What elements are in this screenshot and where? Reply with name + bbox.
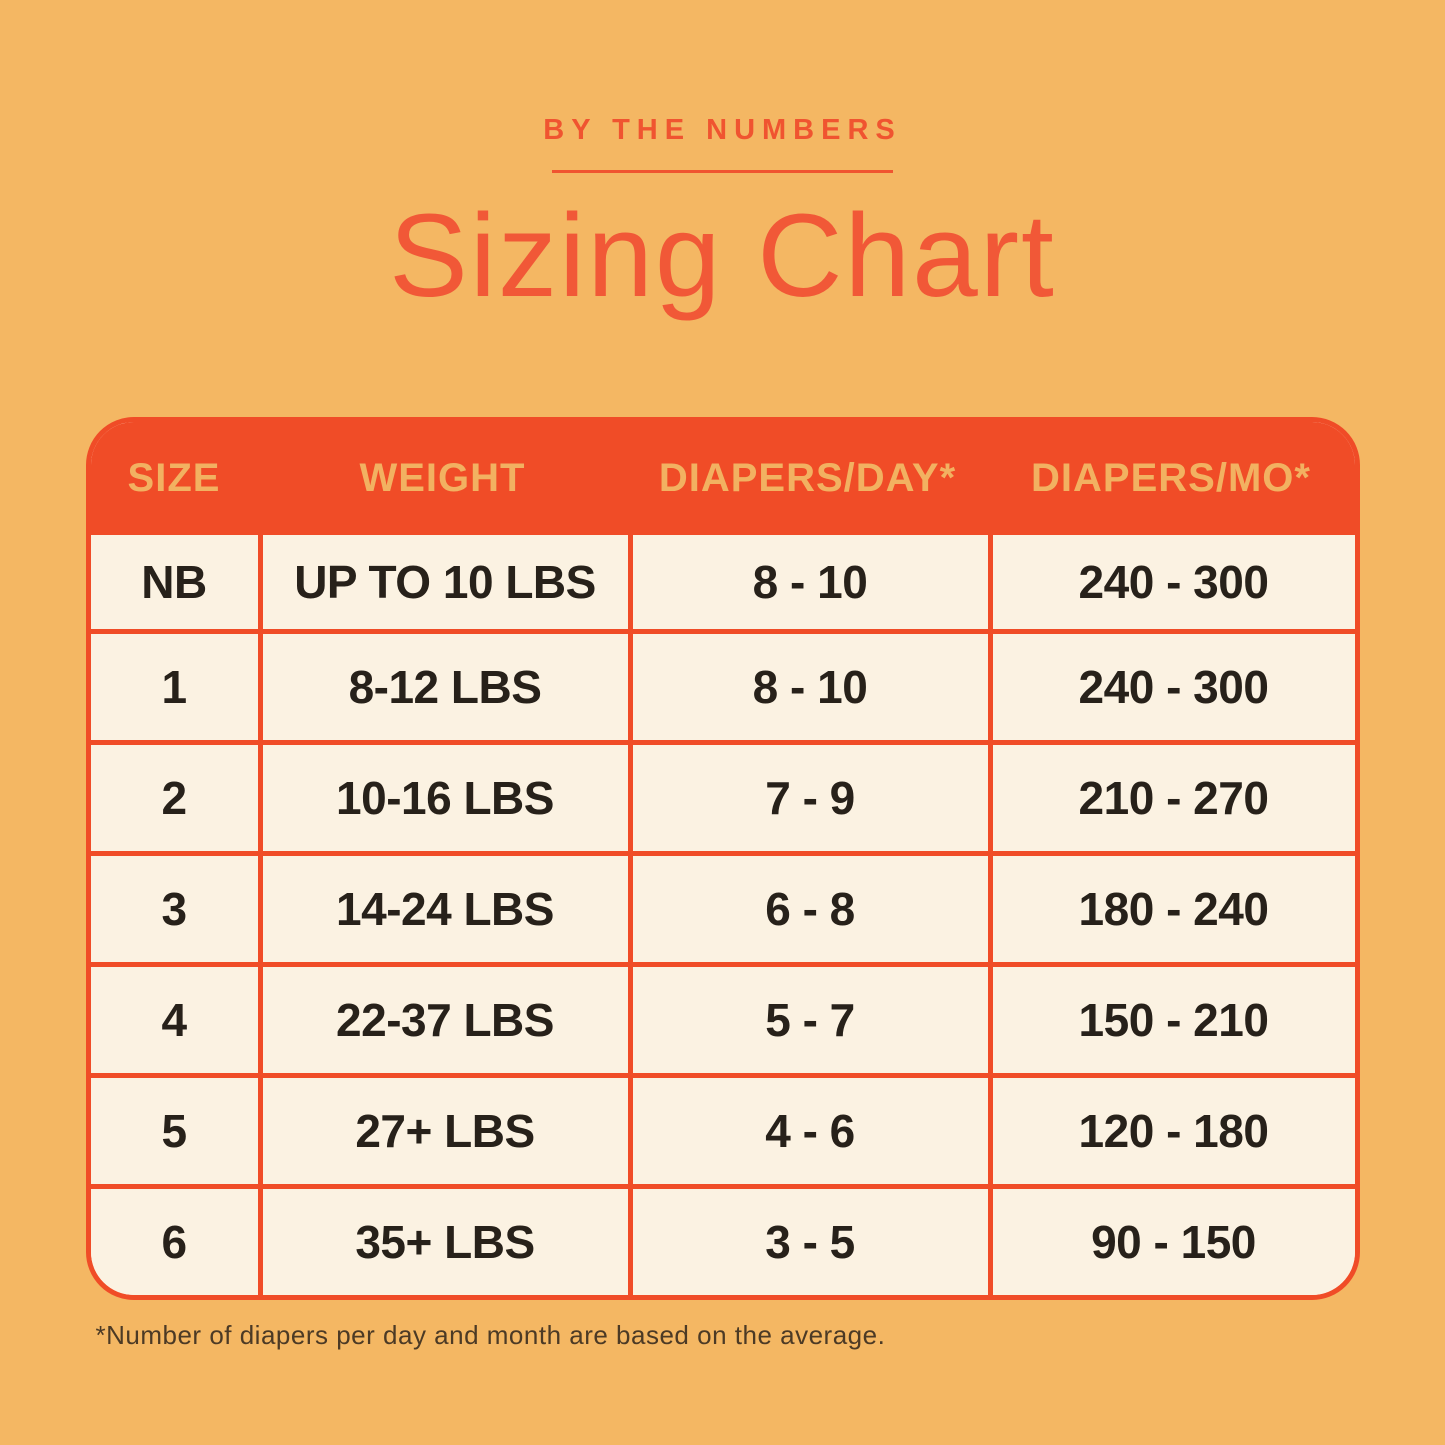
table-cell-weight: 35+ LBS xyxy=(257,1189,628,1295)
page-title: Sizing Chart xyxy=(389,190,1056,322)
table-cell-weight: 14-24 LBS xyxy=(257,856,628,962)
table-cell-diapers-mo: 120 - 180 xyxy=(987,1078,1355,1184)
table-row: 4 22-37 LBS 5 - 7 150 - 210 xyxy=(90,962,1355,1073)
table-cell-size: 4 xyxy=(161,994,187,1046)
table-cell-diapers-mo: 90 - 150 xyxy=(987,1189,1355,1295)
table-cell-diapers-mo: 240 - 300 xyxy=(987,535,1355,629)
divider-rule xyxy=(552,170,893,173)
table-cell-weight: 22-37 LBS xyxy=(257,967,628,1073)
table-cell-size: 6 xyxy=(161,1216,187,1268)
table-cell-size: 2 xyxy=(161,772,187,824)
table-row: 3 14-24 LBS 6 - 8 180 - 240 xyxy=(90,851,1355,962)
table-row: 2 10-16 LBS 7 - 9 210 - 270 xyxy=(90,740,1355,851)
table-body: NB UP TO 10 LBS 8 - 10 240 - 300 1 8-12 … xyxy=(90,535,1355,1295)
column-header-diapers-day: DIAPERS/DAY* xyxy=(658,456,957,500)
table-row: 6 35+ LBS 3 - 5 90 - 150 xyxy=(90,1184,1355,1295)
table-cell-diapers-day: 6 - 8 xyxy=(627,856,988,962)
table-cell-diapers-day: 8 - 10 xyxy=(627,535,988,629)
column-header-size: SIZE xyxy=(127,456,221,500)
table-cell-diapers-day: 3 - 5 xyxy=(627,1189,988,1295)
footnote: *Number of diapers per day and month are… xyxy=(95,1320,886,1350)
table-cell-weight: 27+ LBS xyxy=(257,1078,628,1184)
table-row: 1 8-12 LBS 8 - 10 240 - 300 xyxy=(90,629,1355,740)
column-header-weight: WEIGHT xyxy=(359,456,526,500)
column-header-diapers-mo: DIAPERS/MO* xyxy=(1031,456,1311,500)
table-cell-diapers-day: 4 - 6 xyxy=(627,1078,988,1184)
sizing-table: SIZE WEIGHT DIAPERS/DAY* DIAPERS/MO* NB … xyxy=(85,417,1360,1300)
table-header-row: SIZE WEIGHT DIAPERS/DAY* DIAPERS/MO* xyxy=(90,422,1355,535)
table-row: NB UP TO 10 LBS 8 - 10 240 - 300 xyxy=(90,535,1355,629)
table-cell-size: 5 xyxy=(161,1105,187,1157)
eyebrow-label: BY THE NUMBERS xyxy=(543,114,902,146)
table-cell-diapers-mo: 240 - 300 xyxy=(987,634,1355,740)
table-cell-diapers-day: 8 - 10 xyxy=(627,634,988,740)
table-cell-size: NB xyxy=(141,556,207,608)
table-cell-size: 3 xyxy=(161,883,187,935)
table-row: 5 27+ LBS 4 - 6 120 - 180 xyxy=(90,1073,1355,1184)
table-cell-diapers-mo: 150 - 210 xyxy=(987,967,1355,1073)
table-cell-diapers-day: 7 - 9 xyxy=(627,745,988,851)
table-cell-weight: UP TO 10 LBS xyxy=(257,535,628,629)
table-cell-size: 1 xyxy=(161,661,187,713)
table-cell-diapers-day: 5 - 7 xyxy=(627,967,988,1073)
table-cell-weight: 10-16 LBS xyxy=(257,745,628,851)
table-cell-diapers-mo: 210 - 270 xyxy=(987,745,1355,851)
table-cell-weight: 8-12 LBS xyxy=(257,634,628,740)
table-cell-diapers-mo: 180 - 240 xyxy=(987,856,1355,962)
sizing-chart-infographic: BY THE NUMBERS Sizing Chart SIZE WEIGHT … xyxy=(85,114,1360,1350)
